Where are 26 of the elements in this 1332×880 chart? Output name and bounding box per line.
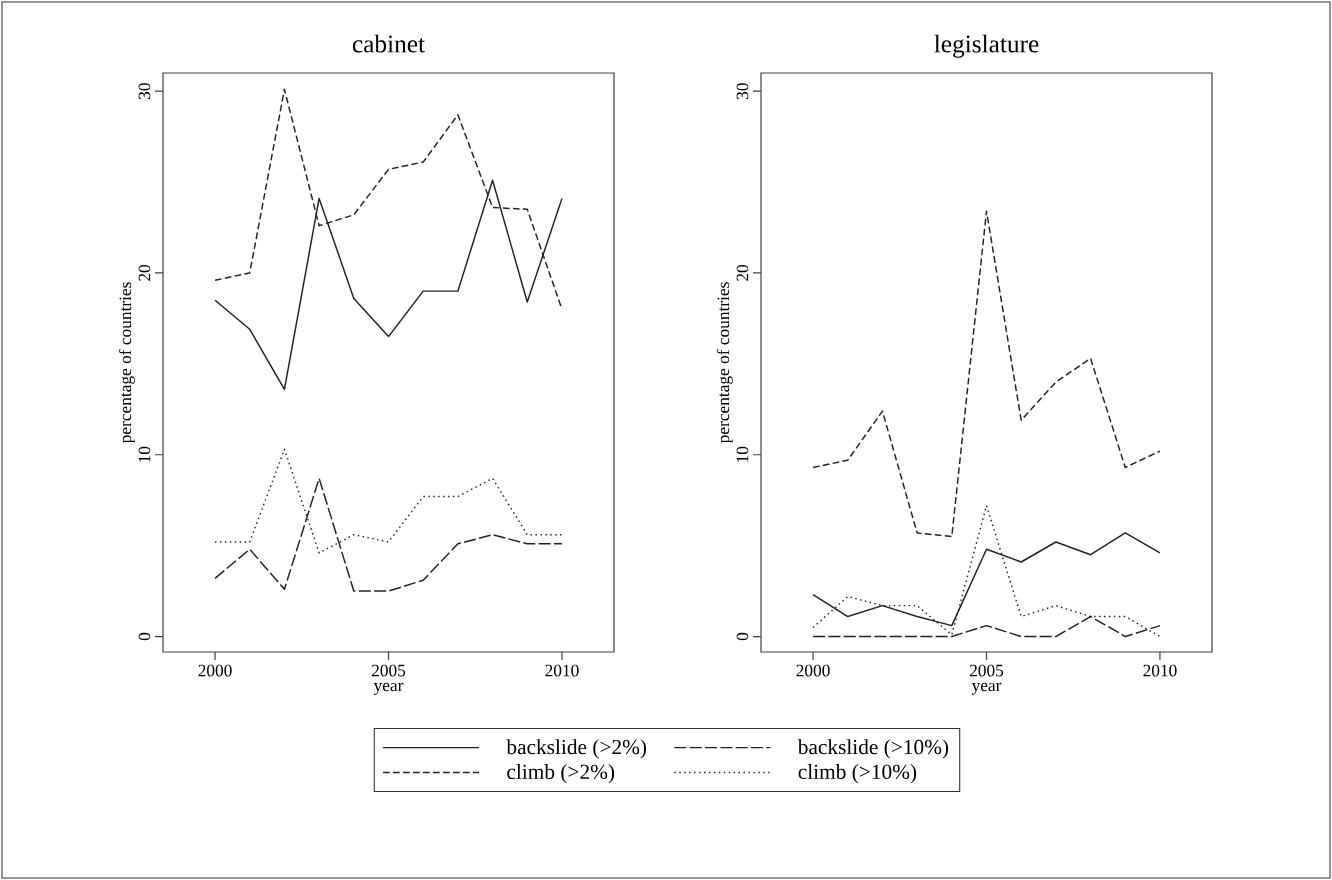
x-axis-title: year — [971, 682, 1002, 695]
y-axis-title: percentage of countries — [716, 282, 733, 444]
y-tick-label: 20 — [138, 264, 151, 281]
y-tick-label: 20 — [736, 264, 749, 281]
x-tick-label: 2005 — [371, 664, 406, 677]
x-tick-label: 2005 — [969, 664, 1004, 677]
chart-title: legislature — [934, 34, 1039, 58]
x-tick-label: 2000 — [796, 664, 830, 677]
x-tick-label: 2010 — [545, 664, 579, 677]
y-tick-label: 30 — [736, 83, 749, 99]
legend-label: climb (>2%) — [507, 764, 615, 784]
y-tick-label: 0 — [138, 632, 151, 641]
x-tick-label: 2010 — [1143, 664, 1177, 677]
legend-label: backslide (>10%) — [797, 739, 949, 759]
legend-label: climb (>10%) — [798, 764, 917, 784]
y-tick-label: 10 — [138, 446, 151, 462]
line-series — [812, 504, 1161, 638]
line-series — [812, 210, 1161, 538]
y-axis-title: percentage of countries — [118, 282, 135, 444]
y-tick-label: 30 — [138, 83, 151, 99]
x-tick-label: 2000 — [198, 664, 232, 677]
legend-label: backslide (>2%) — [506, 739, 647, 759]
chart-title: cabinet — [352, 34, 425, 53]
y-tick-label: 0 — [736, 632, 749, 641]
y-tick-label: 10 — [736, 446, 749, 462]
x-axis-title: year — [373, 682, 404, 695]
